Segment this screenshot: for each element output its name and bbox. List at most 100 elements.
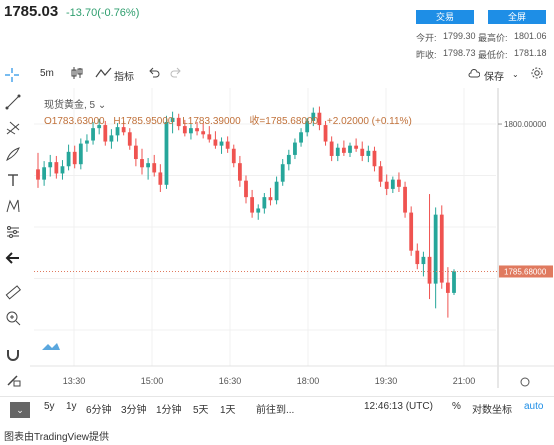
back-arrow-icon[interactable] [2,248,24,268]
range-5day[interactable]: 5天 [193,405,209,416]
candle-body [323,125,328,142]
candle-body [268,197,273,201]
candle-style-icon[interactable] [70,66,84,80]
x-tick-label: 16:30 [219,376,242,386]
text-tool-icon[interactable] [2,170,24,190]
candle-body [421,256,426,265]
chart-legend-symbol[interactable]: 现货黄金, 5 ⌄ [44,96,106,111]
last-price-label-bg [499,265,553,278]
range-1min[interactable]: 1分钟 [156,405,182,416]
candle-body [329,141,334,156]
candle-body [452,271,456,293]
candle-body [293,142,297,155]
candle-body [72,151,77,165]
candle-body [225,141,230,149]
settings-gear-icon[interactable] [530,66,544,80]
candle-body [66,151,71,167]
candle-body [231,148,236,164]
x-tick-label: 18:00 [297,376,320,386]
candle-body [189,128,193,134]
candle-body [213,139,218,146]
range-6min[interactable]: 6分钟 [86,405,112,416]
auto-scale-toggle[interactable]: auto [524,401,544,412]
price-chart[interactable]: 13:30 15:00 16:30 18:00 19:30 21:00 1800.00000… [30,88,554,396]
prev-close-value: 1798.73 [443,48,476,58]
symbol-label: 现货黄金, 5 [44,100,96,111]
candle-body [115,127,120,136]
lock-drawings-icon[interactable] [2,370,24,390]
candle-body [280,164,285,182]
candle-body [335,147,340,156]
legend-chevron-icon[interactable]: ⌄ [97,100,107,111]
candle-body [133,145,138,160]
legend-high: H1785.95000 [113,116,174,127]
interval-selector[interactable]: 5m [40,68,54,79]
zoom-in-icon[interactable] [2,308,24,328]
candle-body [317,112,322,126]
trade-button[interactable]: 交易 [416,10,474,24]
percent-scale-toggle[interactable]: % [452,401,461,412]
candle-body [372,150,377,167]
candle-body [262,197,267,209]
pitchfork-icon[interactable] [2,118,24,138]
candle-body [244,180,248,198]
utc-clock[interactable]: 12:46:13 (UTC) [364,401,433,412]
candle-body [201,131,206,135]
indicators-icon[interactable] [95,67,113,79]
x-tick-label: 21:00 [453,376,476,386]
save-button[interactable]: 保存 [484,72,504,83]
legend-close: 收=1785.68000 [249,116,319,127]
candle-body [415,250,420,265]
save-dropdown-chevron-icon[interactable]: ⌄ [512,70,519,79]
cloud-save-icon[interactable] [468,68,480,80]
range-1y[interactable]: 1y [66,401,77,412]
candle-body [390,179,395,189]
tradingview-logo-icon[interactable] [42,343,60,350]
collapse-chevron-icon[interactable]: ⌄ [10,402,30,418]
candle-body [182,126,187,134]
candle-body [54,162,59,174]
range-5y[interactable]: 5y [44,401,55,412]
x-tick-label: 13:30 [63,376,86,386]
brush-icon[interactable] [2,144,24,164]
candle-body [250,197,255,213]
goto-date-button[interactable]: 前往到... [256,405,295,416]
candle-body [158,172,163,185]
tradingview-credit[interactable]: 图表由TradingView提供 [4,432,110,443]
candle-body [152,163,157,173]
redo-icon[interactable] [170,66,182,78]
log-scale-toggle[interactable]: 对数坐标 [472,405,512,416]
candle-body [97,125,102,129]
indicators-button[interactable]: 指标 [114,72,134,83]
trend-line-icon[interactable] [2,92,24,112]
candle-body [127,132,132,146]
candle-body [439,214,444,283]
candle-body [409,212,414,251]
candle-body [397,179,401,187]
candle-body [366,150,371,156]
candle-body [91,128,95,141]
price-change: -13.70(-0.76%) [66,7,140,19]
last-price-label: 1785.68000 [504,267,547,276]
ruler-icon[interactable] [2,282,24,302]
y-tick-label: 1800.00000 [504,120,547,129]
undo-icon[interactable] [148,66,160,78]
range-3min[interactable]: 3分钟 [121,405,147,416]
low-label: 最低价: [478,50,508,60]
candle-body [103,125,108,142]
candle-body [48,162,53,168]
fullscreen-button[interactable]: 全屏 [488,10,546,24]
candle-body [170,117,175,122]
prediction-tool-icon[interactable] [2,222,24,242]
candle-body [121,127,126,133]
candle-body [384,181,389,189]
range-1day[interactable]: 1天 [220,405,236,416]
axis-settings-gear-icon[interactable] [520,377,530,387]
candle-body [433,214,438,284]
pattern-tool-icon[interactable] [2,196,24,216]
candle-body [78,143,83,165]
candle-body [341,147,346,153]
magnet-icon[interactable] [2,344,24,364]
candle-body [348,145,352,153]
crosshair-icon[interactable] [4,67,20,83]
